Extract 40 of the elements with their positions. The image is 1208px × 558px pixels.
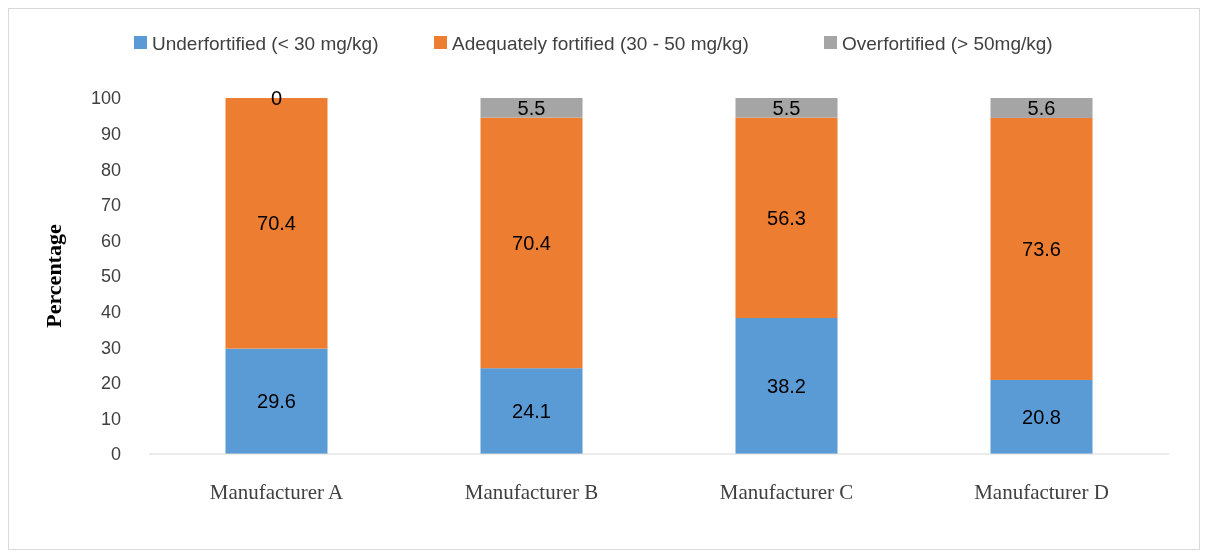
- y-tick-label: 60: [100, 230, 121, 251]
- data-label: 5.6: [1027, 96, 1056, 119]
- data-label: 29.6: [257, 390, 296, 413]
- data-label: 70.4: [512, 231, 551, 254]
- bar: [990, 379, 1093, 454]
- y-tick-label: 80: [100, 159, 121, 180]
- x-tick-label: Manufacturer B: [464, 480, 599, 504]
- data-label: 5.5: [772, 96, 801, 119]
- bar: [735, 117, 838, 319]
- y-tick-label: 50: [100, 266, 121, 287]
- bar: [735, 318, 838, 454]
- y-tick-label: 0: [110, 444, 121, 465]
- y-tick-label: 30: [100, 337, 121, 358]
- legend-label: Underfortified (< 30 mg/kg): [152, 32, 379, 54]
- bar: [735, 98, 838, 118]
- bar: [990, 98, 1093, 118]
- bar: [480, 98, 583, 118]
- y-tick-label: 70: [100, 195, 121, 216]
- data-label: 56.3: [767, 206, 806, 229]
- y-tick-label: 100: [90, 88, 121, 109]
- data-label: 70.4: [257, 212, 296, 235]
- data-label: 73.6: [1022, 237, 1061, 260]
- bar: [225, 348, 328, 454]
- bar: [990, 117, 1093, 380]
- data-label: 38.2: [767, 375, 806, 397]
- x-tick-label: Manufacturer C: [719, 480, 854, 504]
- data-label: 5.5: [517, 96, 546, 119]
- legend-label: Overfortified (> 50mg/kg): [842, 32, 1053, 54]
- data-label: 24.1: [512, 400, 551, 423]
- legend-label: Adequately fortified (30 - 50 mg/kg): [452, 32, 749, 54]
- x-tick-label: Manufacturer D: [974, 480, 1109, 504]
- data-label: 20.8: [1022, 405, 1061, 428]
- y-tick-label: 10: [100, 408, 121, 429]
- y-tick-label: 20: [100, 373, 121, 394]
- x-tick-label: Manufacturer A: [209, 480, 345, 504]
- y-tick-label: 40: [100, 301, 121, 322]
- bar: [480, 117, 583, 369]
- bar: [480, 368, 583, 454]
- y-axis-title: Percentage: [41, 224, 66, 328]
- y-tick-label: 90: [100, 123, 121, 144]
